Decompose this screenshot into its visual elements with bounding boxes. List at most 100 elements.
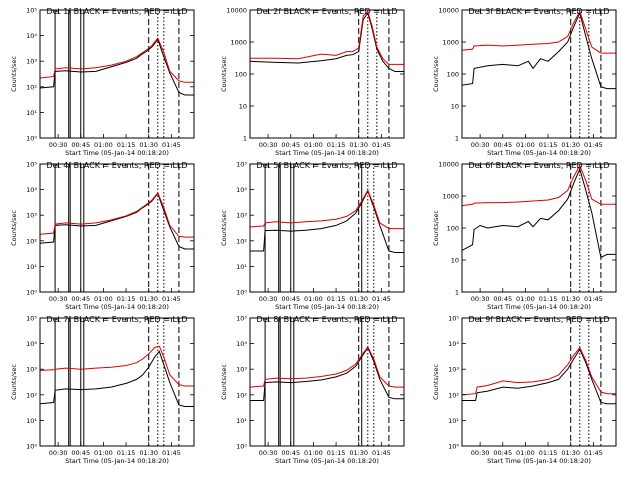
xtick-label-5-1: 00:45 (281, 295, 300, 303)
series-line-6-events (462, 167, 616, 259)
chart-title-7: Det 7f BLACK = Events, RED = LLD (46, 315, 187, 324)
series-line-2-lld (250, 10, 404, 65)
ytick-label-9-1: 10¹ (448, 417, 459, 425)
plot-frame-9 (461, 317, 617, 447)
ytick-label-2-2: 100 (235, 71, 247, 79)
chart-title-9: Det 9f BLACK = Events, RED = LLD (468, 315, 609, 324)
xtick-label-5-0: 00:30 (259, 295, 278, 303)
xtick-label-9-3: 01:15 (539, 449, 558, 457)
series-line-7-events (40, 350, 194, 407)
panel-det-8: Det 8f BLACK = Events, RED = LLD 10⁰ 10¹ 10… (220, 315, 405, 465)
plot-frame-2 (249, 9, 405, 139)
xtick-label-6-0: 00:30 (471, 295, 490, 303)
y-axis-label-5: Counts/sec (220, 210, 228, 246)
ytick-label-7-0: 10⁰ (26, 443, 37, 451)
xtick-label-2-1: 00:45 (281, 141, 300, 149)
series-line-3-events (462, 11, 616, 90)
xtick-label-8-4: 01:30 (349, 449, 368, 457)
ytick-label-5-3: 10³ (236, 212, 247, 220)
ytick-label-1-2: 10² (26, 83, 37, 91)
ytick-label-3-2: 100 (447, 71, 459, 79)
xtick-label-3-5: 01:45 (584, 141, 603, 149)
chart-title-5: Det 5f BLACK = Events, RED = LLD (256, 161, 397, 170)
x-axis-label-9: Start Time (05-Jan-14 00:18:20) (487, 457, 591, 465)
ytick-label-2-1: 10 (239, 103, 247, 111)
xtick-label-3-3: 01:15 (539, 141, 558, 149)
xtick-label-3-2: 01:00 (516, 141, 535, 149)
ytick-label-5-5: 10⁵ (236, 161, 247, 169)
ytick-label-4-0: 10⁰ (26, 289, 37, 297)
chart-title-8: Det 8f BLACK = Events, RED = LLD (256, 315, 397, 324)
ytick-label-9-2: 10² (448, 391, 459, 399)
ytick-label-7-2: 10² (26, 391, 37, 399)
series-line-4-events (40, 192, 194, 250)
xtick-label-1-2: 01:00 (94, 141, 113, 149)
xtick-label-1-0: 00:30 (49, 141, 68, 149)
series-line-8-lld (250, 345, 404, 388)
ytick-label-2-0: 1 (243, 135, 247, 143)
panel-det-1: Det 1f BLACK = Events, RED = LLD 10⁰ 10¹ 10… (10, 7, 195, 157)
xtick-label-7-4: 01:30 (139, 449, 158, 457)
x-axis-label-4: Start Time (05-Jan-14 00:18:20) (65, 303, 169, 311)
ytick-label-5-0: 10⁰ (236, 289, 247, 297)
series-line-9-events (462, 348, 616, 405)
plot-frame-4 (39, 163, 195, 293)
plot-frame-7 (39, 317, 195, 447)
series-line-1-events (40, 38, 194, 96)
xtick-label-6-4: 01:30 (561, 295, 580, 303)
ytick-label-3-1: 10 (451, 103, 459, 111)
xtick-label-8-5: 01:45 (372, 449, 391, 457)
panel-det-5: Det 5f BLACK = Events, RED = LLD 10⁰ 10¹ 10… (220, 161, 405, 311)
xtick-label-2-4: 01:30 (349, 141, 368, 149)
x-axis-label-5: Start Time (05-Jan-14 00:18:20) (275, 303, 379, 311)
x-axis-label-3: Start Time (05-Jan-14 00:18:20) (487, 149, 591, 157)
ytick-label-1-1: 10¹ (26, 109, 37, 117)
series-line-9-lld (462, 346, 616, 396)
ytick-label-6-2: 100 (447, 225, 459, 233)
panel-det-6: Det 6f BLACK = Events, RED = LLD 1 10 100 10… (432, 161, 617, 311)
ytick-label-6-0: 1 (455, 289, 459, 297)
ytick-label-4-3: 10³ (26, 212, 37, 220)
y-axis-label-6: Counts/sec (432, 210, 440, 246)
ytick-label-5-1: 10¹ (236, 263, 247, 271)
xtick-label-9-5: 01:45 (584, 449, 603, 457)
series-line-6-lld (462, 164, 616, 207)
xtick-label-5-2: 01:00 (304, 295, 323, 303)
ytick-label-8-4: 10⁴ (236, 340, 247, 348)
plot-frame-6 (461, 163, 617, 293)
xtick-label-4-4: 01:30 (139, 295, 158, 303)
xtick-label-1-5: 01:45 (162, 141, 181, 149)
xtick-label-8-2: 01:00 (304, 449, 323, 457)
x-axis-label-2: Start Time (05-Jan-14 00:18:20) (275, 149, 379, 157)
xtick-label-4-3: 01:15 (117, 295, 136, 303)
series-line-3-lld (462, 10, 616, 54)
xtick-label-9-1: 00:45 (493, 449, 512, 457)
ytick-label-8-3: 10³ (236, 366, 247, 374)
ytick-label-9-5: 10⁵ (448, 315, 459, 323)
ytick-label-5-4: 10⁴ (236, 186, 247, 194)
xtick-label-9-4: 01:30 (561, 449, 580, 457)
ytick-label-8-1: 10¹ (236, 417, 247, 425)
x-axis-label-8: Start Time (05-Jan-14 00:18:20) (275, 457, 379, 465)
ytick-label-2-4: 10000 (226, 7, 247, 15)
series-line-8-events (250, 346, 404, 401)
xtick-label-7-1: 00:45 (71, 449, 90, 457)
xtick-label-3-4: 01:30 (561, 141, 580, 149)
xtick-label-3-0: 00:30 (471, 141, 490, 149)
xtick-label-9-0: 00:30 (471, 449, 490, 457)
panel-det-7: Det 7f BLACK = Events, RED = LLD 10⁰ 10¹ 10… (10, 315, 195, 465)
plot-frame-1 (39, 9, 195, 139)
ytick-label-8-2: 10² (236, 391, 247, 399)
ytick-label-4-5: 10⁵ (26, 161, 37, 169)
ytick-label-9-0: 10⁰ (448, 443, 459, 451)
ytick-label-7-3: 10³ (26, 366, 37, 374)
xtick-label-8-0: 00:30 (259, 449, 278, 457)
x-axis-label-1: Start Time (05-Jan-14 00:18:20) (65, 149, 169, 157)
series-line-2-events (250, 11, 404, 72)
ytick-label-1-3: 10³ (26, 58, 37, 66)
ytick-label-2-3: 1000 (230, 39, 247, 47)
x-axis-label-7: Start Time (05-Jan-14 00:18:20) (65, 457, 169, 465)
ytick-label-7-5: 10⁵ (26, 315, 37, 323)
y-axis-label-3: Counts/sec (432, 56, 440, 92)
